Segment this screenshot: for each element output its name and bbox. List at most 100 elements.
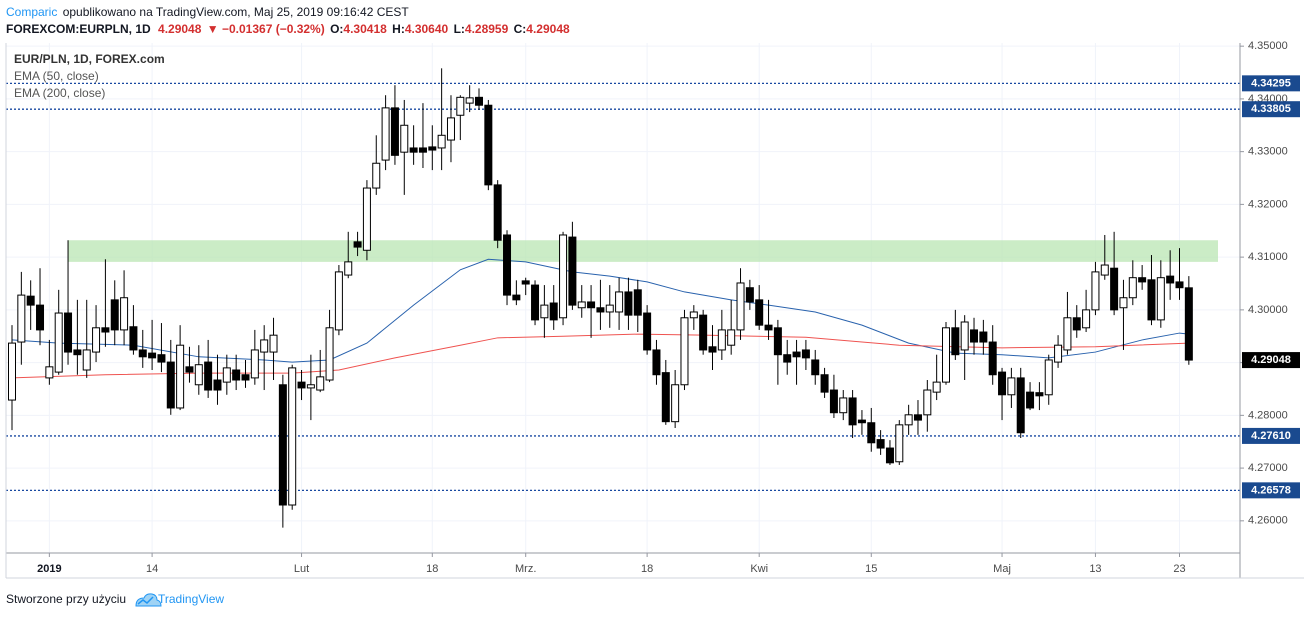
resistance-zone: [68, 240, 1218, 262]
candle-body: [587, 301, 596, 309]
zone-layer: [68, 240, 1218, 262]
candle-body: [185, 366, 194, 373]
published: opublikowano na TradingView.com, Maj 25,…: [63, 5, 410, 19]
candle-body: [1063, 317, 1072, 351]
quote-value: 4.29048: [526, 22, 570, 36]
candle-body: [839, 397, 848, 414]
quote-value: 4.30640: [405, 22, 449, 36]
candle-body: [689, 311, 698, 319]
quote-key: O:: [330, 22, 343, 36]
candle-body: [829, 389, 838, 414]
candle-body: [1007, 377, 1016, 396]
candle-body: [577, 301, 586, 309]
x-tick-label: Mrz.: [515, 563, 536, 575]
candle-body: [1175, 281, 1184, 289]
quote-key: C:: [514, 22, 527, 36]
candle-body: [1054, 344, 1063, 363]
candle-body: [204, 361, 213, 391]
level-layer: [6, 82, 1240, 491]
candle-body: [409, 147, 418, 153]
candle-body: [820, 374, 829, 393]
candle-body: [988, 341, 997, 376]
candle-body: [1035, 392, 1044, 397]
candle-body: [148, 352, 157, 359]
level-tag-label: 4.34295: [1251, 77, 1291, 89]
x-tick-label: Maj: [993, 563, 1011, 575]
candle-body: [138, 349, 147, 358]
candle-body: [306, 384, 315, 389]
candle-body: [559, 234, 568, 319]
candle-body: [1128, 277, 1137, 299]
candle-body: [979, 331, 988, 343]
level-tag-label: 4.27610: [1251, 430, 1291, 442]
x-tick-label: 18: [426, 563, 438, 575]
candle-body: [325, 327, 334, 381]
candle-body: [848, 397, 857, 426]
candle-body: [895, 424, 904, 463]
candle-body: [531, 284, 540, 321]
candle-body: [381, 107, 390, 161]
candle-body: [615, 291, 624, 313]
candle-body: [867, 422, 876, 444]
candle-body: [166, 361, 175, 409]
price-tag-label: 4.29048: [1251, 354, 1291, 366]
x-tick-label: 2019: [37, 563, 61, 575]
change: ▼ −0.01367 (−0.32%): [207, 22, 325, 36]
author: Comparic: [6, 5, 57, 19]
candle-body: [521, 280, 530, 285]
candle-body: [1091, 271, 1100, 311]
candle-body: [8, 342, 16, 401]
candle-body: [680, 317, 689, 386]
candle-body: [353, 241, 362, 248]
candle-body: [764, 324, 773, 331]
candle-body: [446, 117, 455, 141]
candle-body: [671, 384, 680, 423]
candle-body: [951, 327, 960, 356]
candle-body: [390, 107, 399, 156]
candle-body: [745, 287, 754, 303]
candle-body: [1110, 267, 1119, 311]
candle-body: [278, 384, 287, 506]
candle-body: [45, 366, 54, 379]
footer-brand[interactable]: TradingView: [158, 592, 224, 606]
candle-body: [913, 414, 922, 421]
header-line-1: Comparic opublikowano na TradingView.com…: [6, 5, 409, 19]
candle-body: [36, 304, 45, 331]
candle-body: [717, 329, 726, 351]
candle-body: [17, 294, 26, 343]
price-tag: [1242, 352, 1300, 369]
quote-value: 4.30418: [343, 22, 387, 36]
chart-title: EUR/PLN, 1D, FOREX.com: [14, 52, 165, 66]
symbol: FOREXCOM:EURPLN, 1D: [6, 22, 151, 36]
candle-body: [1184, 287, 1193, 361]
candle-body: [1138, 277, 1147, 283]
candle-body: [801, 349, 810, 359]
candle-body: [344, 261, 353, 276]
last-price: 4.29048: [158, 22, 202, 36]
candle-body: [1072, 317, 1081, 331]
y-tick-label: 4.33000: [1248, 146, 1288, 158]
candle-body: [297, 381, 306, 389]
candle-body: [213, 379, 222, 391]
level-tag: [1242, 101, 1300, 118]
candle-body: [1119, 297, 1128, 309]
candle-body: [250, 349, 259, 379]
logo-icon: [135, 593, 162, 607]
candle-layer: [8, 68, 1193, 528]
candle-body: [194, 364, 203, 386]
y-tick-label: 4.32000: [1248, 198, 1288, 210]
candle-body: [661, 372, 670, 423]
candle-body: [970, 329, 979, 343]
candle-body: [736, 282, 745, 331]
legend-entry: EMA (50, close): [14, 69, 99, 83]
candle-body: [652, 349, 661, 376]
candle-body: [876, 439, 885, 449]
y-tick-label: 4.30000: [1248, 304, 1288, 316]
candle-body: [465, 97, 474, 104]
candle-body: [101, 327, 110, 333]
candle-body: [1082, 309, 1091, 329]
candle-body: [493, 184, 502, 241]
candle-body: [437, 134, 446, 149]
level-tag: [1242, 482, 1300, 499]
x-tick-label: 14: [146, 563, 158, 575]
